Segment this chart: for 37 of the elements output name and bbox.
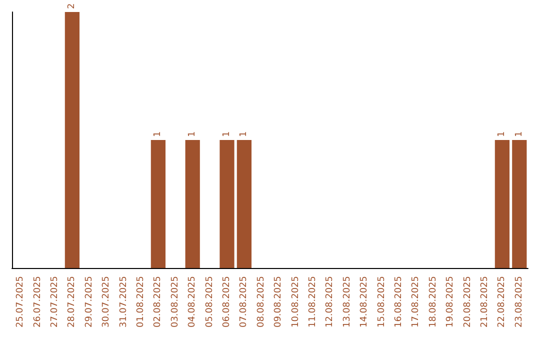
x-tick-label: 23.08.2025	[514, 276, 524, 328]
x-tick-label: 22.08.2025	[497, 276, 508, 328]
x-tick-label: 09.08.2025	[274, 276, 284, 328]
x-tick-label: 14.08.2025	[360, 276, 370, 328]
x-tick-label: 21.08.2025	[480, 276, 490, 328]
x-tick-label: 12.08.2025	[325, 276, 336, 328]
data-label: 1	[497, 131, 508, 137]
x-tick-label: 27.07.2025	[50, 276, 60, 328]
x-tick-label: 01.08.2025	[136, 276, 146, 328]
x-tick-label: 13.08.2025	[342, 276, 352, 328]
x-tick-label: 20.08.2025	[462, 276, 473, 328]
x-tick-label: 18.08.2025	[428, 276, 438, 328]
data-label: 1	[153, 131, 164, 137]
x-tick-label: 08.08.2025	[256, 276, 266, 328]
x-tick-label: 05.08.2025	[204, 276, 215, 328]
x-tick-label: 31.07.2025	[118, 276, 129, 328]
x-tick-label: 07.08.2025	[239, 276, 250, 328]
x-tick-label: 28.07.2025	[67, 276, 78, 328]
x-tick-label: 29.07.2025	[84, 276, 94, 328]
x-tick-label: 04.08.2025	[188, 276, 198, 328]
data-label: 1	[239, 131, 250, 137]
x-tick-label: 11.08.2025	[308, 276, 318, 328]
data-label: 2	[67, 3, 78, 9]
x-tick-label: 30.07.2025	[102, 276, 112, 328]
x-tick-label: 16.08.2025	[394, 276, 404, 328]
x-tick-label: 02.08.2025	[153, 276, 164, 328]
x-tick-label: 15.08.2025	[376, 276, 387, 328]
data-label: 1	[188, 131, 198, 137]
data-label: 1	[514, 131, 524, 137]
x-tick-label: 19.08.2025	[446, 276, 456, 328]
x-tick-label: 10.08.2025	[290, 276, 301, 328]
x-tick-label: 17.08.2025	[411, 276, 422, 328]
x-tick-label: 26.07.2025	[32, 276, 43, 328]
x-tick-label: 25.07.2025	[16, 276, 26, 328]
x-tick-label: 03.08.2025	[170, 276, 180, 328]
x-tick-label: 06.08.2025	[222, 276, 232, 328]
data-label: 1	[222, 131, 232, 137]
